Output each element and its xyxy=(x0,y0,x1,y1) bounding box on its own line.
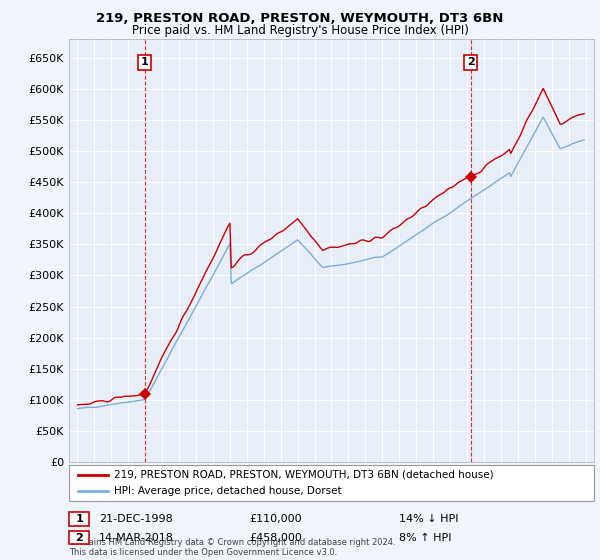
Text: 1: 1 xyxy=(76,514,83,524)
Text: 2: 2 xyxy=(467,58,475,67)
Text: 1: 1 xyxy=(141,58,149,67)
Text: Contains HM Land Registry data © Crown copyright and database right 2024.
This d: Contains HM Land Registry data © Crown c… xyxy=(69,538,395,557)
Text: Price paid vs. HM Land Registry's House Price Index (HPI): Price paid vs. HM Land Registry's House … xyxy=(131,24,469,37)
Text: 219, PRESTON ROAD, PRESTON, WEYMOUTH, DT3 6BN (detached house): 219, PRESTON ROAD, PRESTON, WEYMOUTH, DT… xyxy=(114,470,494,480)
Text: 14-MAR-2018: 14-MAR-2018 xyxy=(99,533,174,543)
Text: 8% ↑ HPI: 8% ↑ HPI xyxy=(399,533,452,543)
Text: HPI: Average price, detached house, Dorset: HPI: Average price, detached house, Dors… xyxy=(114,486,341,496)
Text: 14% ↓ HPI: 14% ↓ HPI xyxy=(399,514,458,524)
Text: £458,000: £458,000 xyxy=(249,533,302,543)
Text: 21-DEC-1998: 21-DEC-1998 xyxy=(99,514,173,524)
Text: 2: 2 xyxy=(76,533,83,543)
Text: 219, PRESTON ROAD, PRESTON, WEYMOUTH, DT3 6BN: 219, PRESTON ROAD, PRESTON, WEYMOUTH, DT… xyxy=(97,12,503,25)
Text: £110,000: £110,000 xyxy=(249,514,302,524)
